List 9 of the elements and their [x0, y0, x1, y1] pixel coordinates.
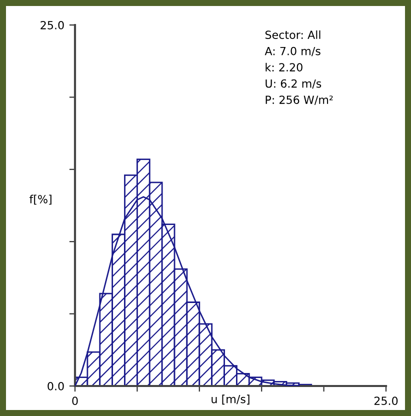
annotation: k: 2.20	[266, 62, 302, 72]
y-axis-title: f[%]	[29, 194, 52, 205]
x-tick-label: 0	[72, 396, 78, 406]
annotation: P: 256 W/m²	[266, 96, 333, 105]
annotation: A: 7.0 m/s	[264, 46, 320, 56]
y-tick-label: 0.0	[48, 382, 64, 390]
x-axis-title: u [m/s]	[212, 394, 250, 405]
annotation: U: 6.2 m/s	[266, 79, 322, 89]
annotation: Sector: All	[265, 30, 320, 40]
